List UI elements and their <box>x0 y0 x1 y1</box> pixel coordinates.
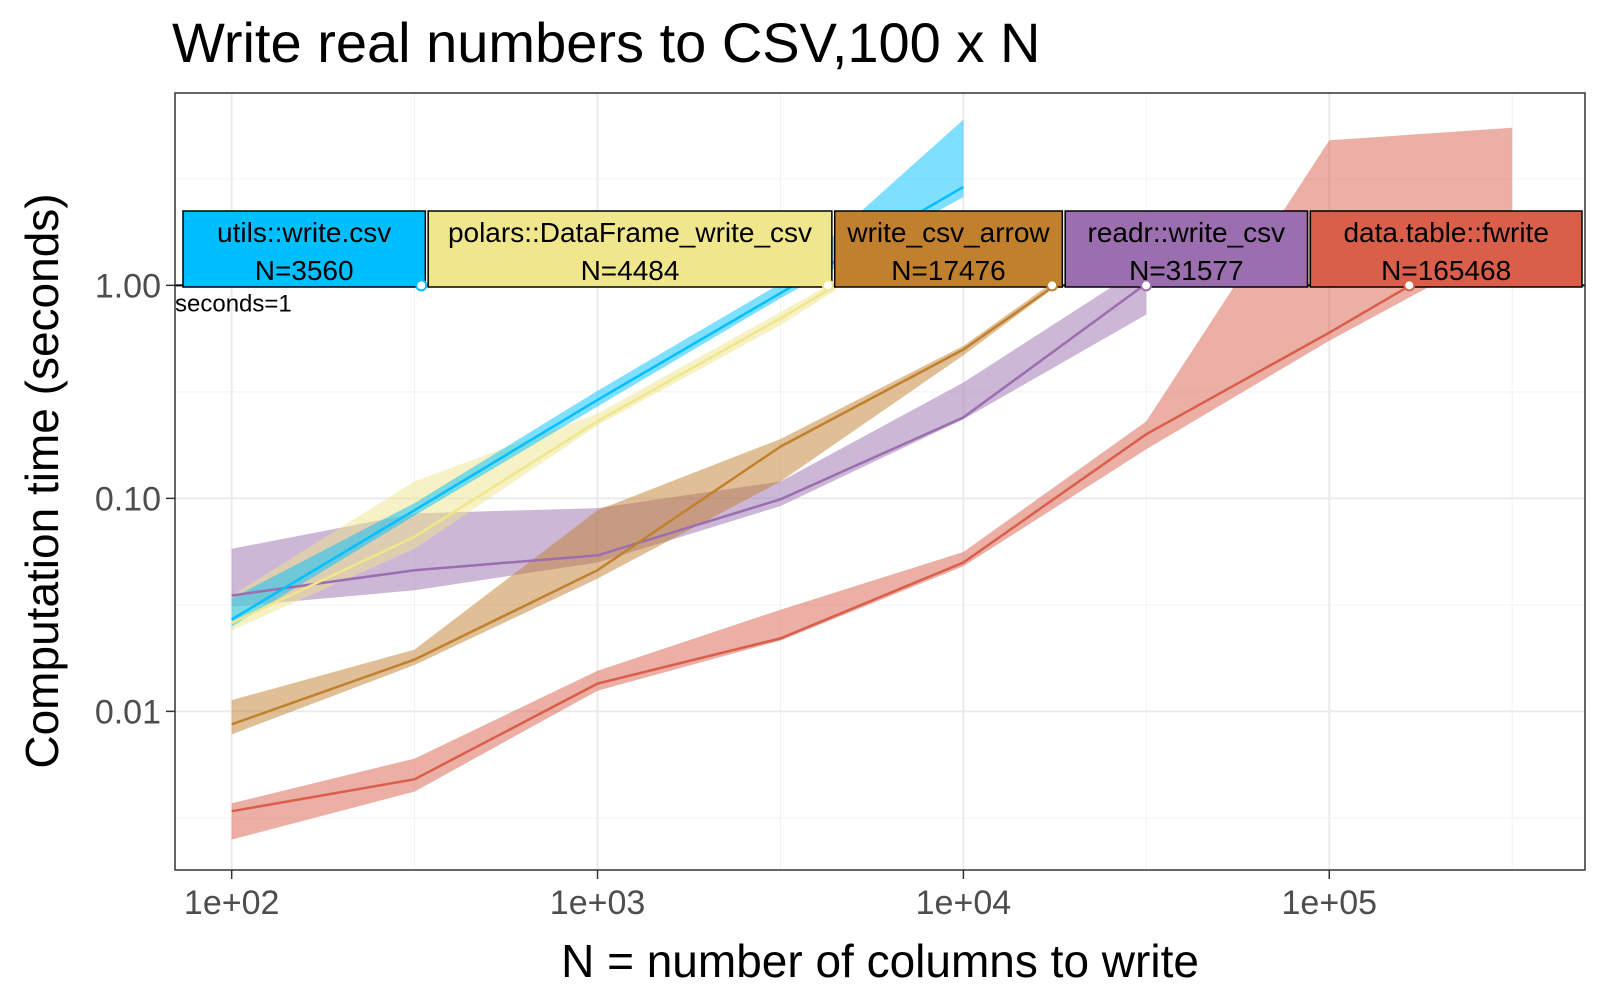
reference-line-label: seconds=1 <box>175 290 292 317</box>
series-line <box>231 284 1056 726</box>
series-label-name: readr::write_csv <box>1088 217 1286 248</box>
series-label-name: polars::DataFrame_write_csv <box>448 217 812 248</box>
series-ribbon <box>231 264 1147 607</box>
series-label-count: N=31577 <box>1129 255 1243 286</box>
series-line <box>231 284 837 625</box>
series-ribbon <box>231 280 1055 735</box>
series-label-count: N=4484 <box>581 255 680 286</box>
series-line <box>231 224 1513 813</box>
line-layer <box>231 185 1513 813</box>
series-label-count: N=17476 <box>891 255 1005 286</box>
y-axis-title: Computation time (seconds) <box>16 193 68 768</box>
y-tick-label: 1.00 <box>95 267 161 305</box>
chart-title: Write real numbers to CSV,100 x N <box>172 11 1040 74</box>
y-tick-label: 0.01 <box>95 693 161 731</box>
series-label-count: N=165468 <box>1381 255 1511 286</box>
series-label-point <box>1140 279 1153 292</box>
series-label-point <box>821 279 834 292</box>
series-label-point <box>415 279 428 292</box>
series-label-name: utils::write.csv <box>217 217 391 248</box>
x-tick-label: 1e+04 <box>916 884 1012 922</box>
series-ribbon <box>231 127 1513 840</box>
series-ribbon <box>231 280 836 631</box>
series-label-point <box>1046 279 1059 292</box>
x-tick-label: 1e+05 <box>1282 884 1378 922</box>
y-axis: 0.01 0.10 1.00 <box>95 267 175 731</box>
series-label-point <box>1403 279 1416 292</box>
x-axis: 1e+02 1e+03 1e+04 1e+05 <box>184 870 1377 922</box>
plot-panel-border <box>174 92 1586 871</box>
x-axis-title: N = number of columns to write <box>561 935 1199 987</box>
x-tick-label: 1e+02 <box>184 884 280 922</box>
x-tick-label: 1e+03 <box>550 884 646 922</box>
y-tick-label: 0.10 <box>95 480 161 518</box>
series-label-count: N=3560 <box>255 255 354 286</box>
series-label-name: write_csv_arrow <box>846 217 1050 248</box>
series-line <box>231 282 1148 597</box>
series-label-name: data.table::fwrite <box>1343 217 1548 248</box>
